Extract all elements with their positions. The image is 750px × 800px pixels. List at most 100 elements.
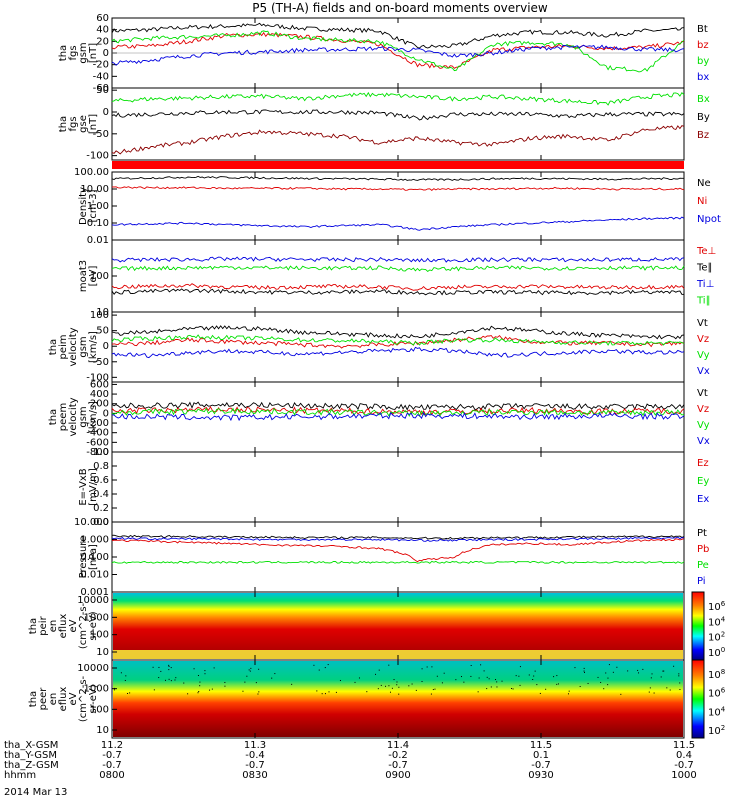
y-tick-label: 100 xyxy=(90,310,109,321)
y-tick-label: 1000 xyxy=(84,684,109,695)
heatmap-speckle xyxy=(160,670,162,672)
heatmap-speckle xyxy=(385,685,387,687)
heatmap-speckle xyxy=(421,668,423,670)
y-axis-label: [nT] xyxy=(88,43,99,63)
heatmap-speckle xyxy=(616,666,618,668)
heatmap-speckle xyxy=(511,688,513,690)
legend-label: Pe xyxy=(697,560,709,571)
heatmap-speckle xyxy=(328,691,330,693)
heatmap-speckle xyxy=(496,686,498,688)
legend-label: Vx xyxy=(697,436,710,447)
colorbar-fill xyxy=(691,591,705,661)
legend-label: Vt xyxy=(697,388,708,399)
heatmap-speckle xyxy=(495,679,497,681)
y-tick-label: -40 xyxy=(93,71,109,82)
colorbar-tick-label: 106 xyxy=(708,600,726,613)
heatmap-speckle xyxy=(627,670,629,672)
heatmap-speckle xyxy=(129,692,131,694)
y-axis-label: (cm^2-s- xyxy=(78,602,89,649)
y-tick-label: 0.010 xyxy=(80,570,109,581)
ephemeris-value: 11.5 xyxy=(530,740,552,751)
heatmap-speckle xyxy=(124,679,126,681)
series-line-vt xyxy=(111,325,685,340)
heatmap-speckle xyxy=(204,673,206,675)
y-tick-label: 0.4 xyxy=(93,489,109,500)
colorbar-tick-label: 104 xyxy=(708,705,726,718)
heatmap-speckle xyxy=(175,677,177,679)
series-line-ne xyxy=(111,175,684,181)
heatmap-speckle xyxy=(470,675,472,677)
y-tick-label: -600 xyxy=(86,437,109,448)
y-axis-label: peim xyxy=(58,334,69,359)
heatmap-speckle xyxy=(603,688,605,690)
ephemeris-row-label: tha_Z-GSM xyxy=(4,760,59,771)
ephemeris-table: tha_X-GSM 11.2 11.3 11.4 11.5 11.5 tha_Y-GSM -0… xyxy=(4,740,697,781)
heatmap-speckle xyxy=(648,691,650,693)
y-axis-label: velocity xyxy=(68,327,79,366)
y-tick-label: -50 xyxy=(93,129,109,140)
heatmap-speckle xyxy=(486,688,488,690)
heatmap-speckle xyxy=(408,685,410,687)
heatmap-speckle xyxy=(380,684,382,686)
heatmap-speckle xyxy=(258,691,260,693)
y-tick-label: 0.2 xyxy=(93,503,109,514)
heatmap-speckle xyxy=(518,675,520,677)
heatmap-speckle xyxy=(393,679,395,681)
heatmap-speckle xyxy=(583,670,585,672)
heatmap-speckle xyxy=(600,681,602,683)
heatmap-speckle xyxy=(170,680,172,682)
heatmap-speckle xyxy=(158,666,160,668)
y-tick-label: 10000 xyxy=(77,663,109,674)
y-tick-label: 600 xyxy=(90,379,109,390)
heatmap-speckle xyxy=(638,672,640,674)
y-axis-label: peer xyxy=(38,687,49,711)
y-tick-label: 0.001 xyxy=(80,587,109,598)
y-tick-label: 10.000 xyxy=(74,517,109,528)
heatmap-speckle xyxy=(327,664,329,666)
heatmap-speckle xyxy=(678,673,680,675)
y-tick-label: 60 xyxy=(96,13,109,24)
heatmap-speckle xyxy=(246,675,248,677)
ephemeris-value: -0.2 xyxy=(388,750,408,761)
heatmap-speckle xyxy=(673,665,675,667)
heatmap-speckle xyxy=(486,676,488,678)
heatmap-speckle xyxy=(396,684,398,686)
heatmap-speckle xyxy=(187,693,189,695)
y-tick-label: 0 xyxy=(103,341,109,352)
heatmap-speckle xyxy=(650,677,652,679)
panel-frame xyxy=(111,311,685,383)
y-tick-label: 100 xyxy=(90,704,109,715)
heatmap-speckle xyxy=(470,665,472,667)
heatmap-speckle xyxy=(324,693,326,695)
series-line-bz xyxy=(111,125,685,155)
y-axis-label: gsm xyxy=(78,336,89,357)
legend-label: Te⊥ xyxy=(696,246,716,257)
panel-frame xyxy=(111,521,685,593)
heatmap-speckle xyxy=(612,671,614,673)
panel-8: 10.000 1.000 0.100 0.010 0.001 Pt Pb Pe Pi Pressu… xyxy=(74,517,709,598)
y-axis-label: en xyxy=(48,620,59,633)
heatmap-speckle xyxy=(244,681,246,683)
heatmap-speckle xyxy=(480,664,482,666)
heatmap-speckle xyxy=(679,688,681,690)
ephemeris-value: 1000 xyxy=(671,770,696,781)
heatmap-speckle xyxy=(463,681,465,683)
heatmap-speckle xyxy=(519,666,521,668)
ephemeris-value: -0.7 xyxy=(388,760,408,771)
heatmap-speckle xyxy=(375,673,377,675)
heatmap-speckle xyxy=(335,691,337,693)
y-tick-label: 1000 xyxy=(84,612,109,623)
series-line-pb xyxy=(111,538,685,563)
heatmap-speckle xyxy=(127,692,129,694)
ephemeris-value: 0800 xyxy=(99,770,124,781)
heatmap-speckle xyxy=(316,690,318,692)
colorbar: 108 106 104 102 xyxy=(691,659,726,739)
panel-2: 50 0 -50 -100 Bx By Bz tha fgs gse [nT] xyxy=(58,85,710,161)
heatmap-speckle xyxy=(391,687,393,689)
heatmap-speckle xyxy=(662,670,664,672)
colorbar-tick-label: 108 xyxy=(708,668,725,681)
y-tick-label: 1.000 xyxy=(80,535,109,546)
heatmap-speckle xyxy=(434,688,436,690)
y-tick-label: -50 xyxy=(93,357,109,368)
